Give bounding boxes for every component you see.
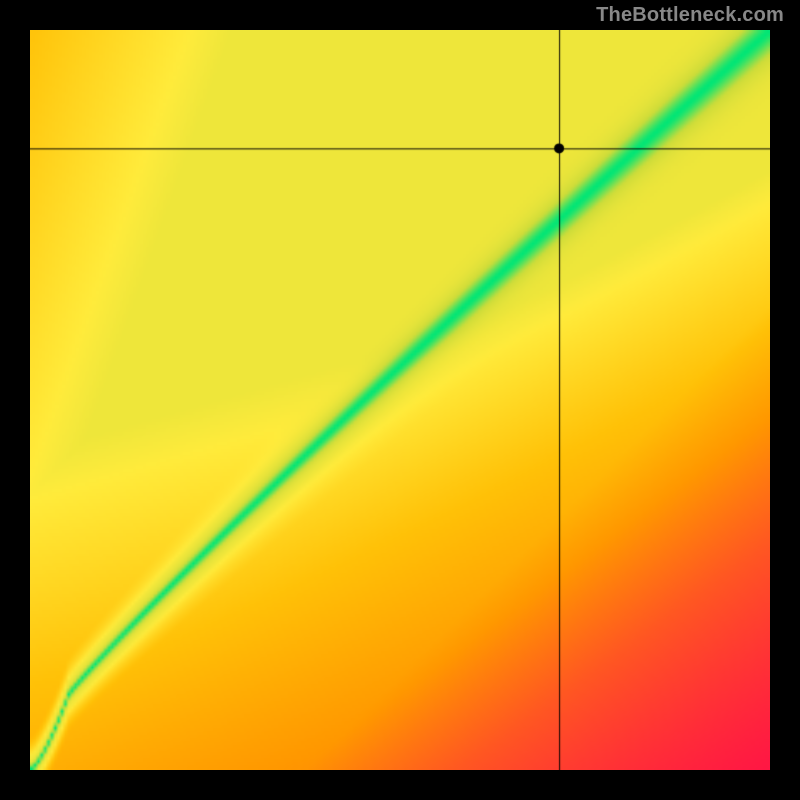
plot-area [30,30,770,770]
overlay-canvas [30,30,770,770]
chart-container: TheBottleneck.com [0,0,800,800]
watermark-label: TheBottleneck.com [596,4,784,27]
